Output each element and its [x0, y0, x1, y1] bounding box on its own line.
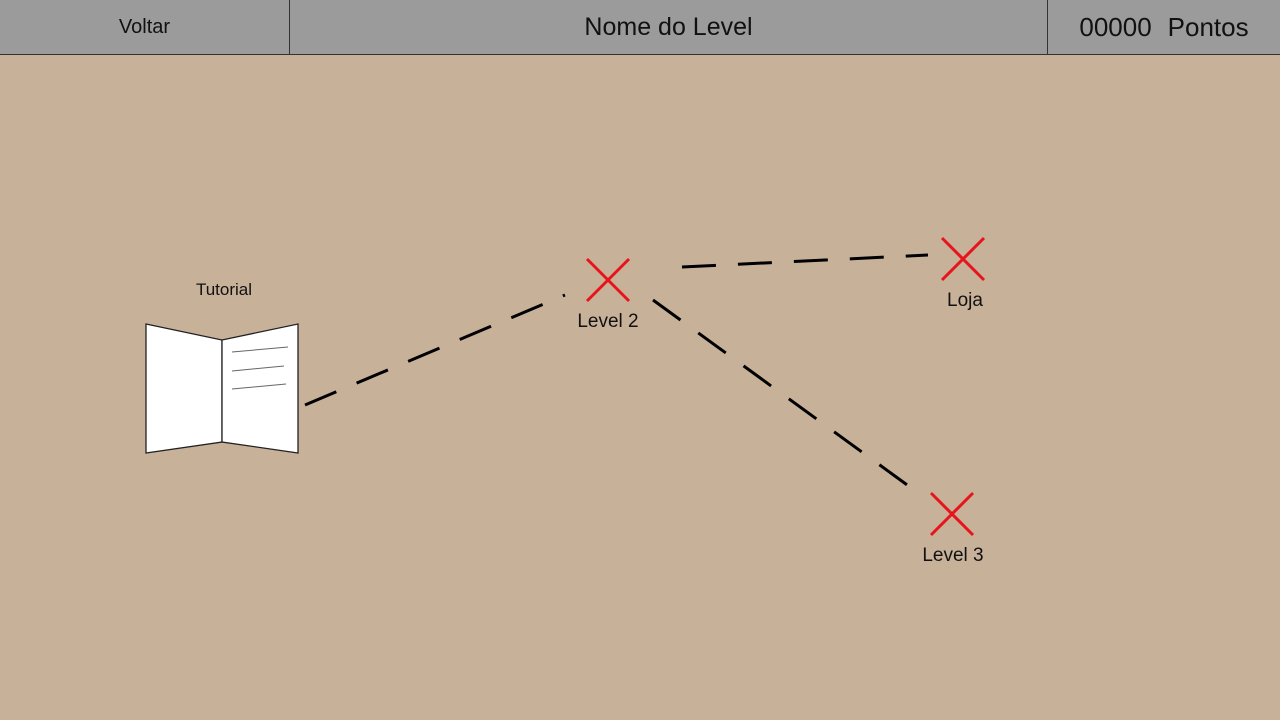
map-paths — [304, 253, 929, 489]
points-unit: Pontos — [1167, 12, 1249, 42]
level3-marker[interactable] — [929, 491, 975, 537]
shop-marker[interactable] — [940, 236, 986, 282]
path-level2-loja — [681, 253, 929, 269]
back-button-label: Voltar — [118, 16, 171, 38]
open-book-icon — [145, 323, 299, 454]
x-marker-icon — [585, 257, 631, 303]
level-title-text: Nome do Level — [584, 13, 753, 41]
top-bar: Voltar Nome do Level 00000 Pontos — [0, 0, 1280, 55]
level-map: Tutorial Level 2 Loja Level 3 — [0, 55, 1280, 720]
path-level2-level3 — [652, 298, 911, 489]
level3-label: Level 3 — [922, 545, 984, 566]
tutorial-node[interactable] — [140, 280, 305, 460]
path-tutorial-level2 — [304, 293, 566, 407]
back-button[interactable]: Voltar — [0, 0, 290, 55]
level2-label: Level 2 — [577, 311, 639, 332]
x-marker-icon — [940, 236, 986, 282]
tutorial-label: Tutorial — [195, 280, 253, 299]
x-marker-icon — [929, 491, 975, 537]
level-title: Nome do Level — [290, 0, 1047, 55]
points-value: 00000 — [1079, 12, 1152, 42]
points-display: 00000 Pontos — [1047, 0, 1280, 55]
shop-label: Loja — [947, 290, 983, 311]
level2-marker[interactable] — [585, 257, 631, 303]
